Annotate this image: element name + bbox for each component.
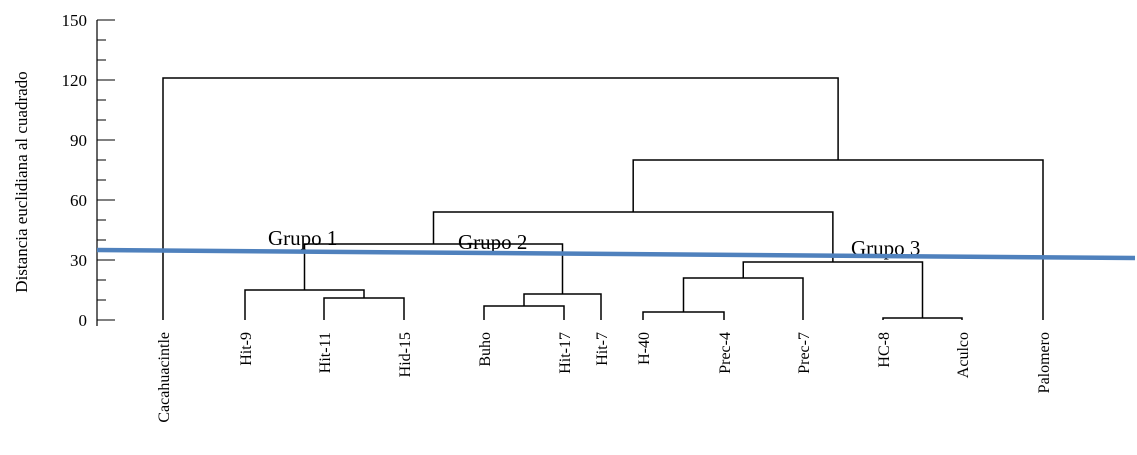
merge-link-n11 [632, 159, 1044, 320]
merge-link-n2 [244, 289, 365, 320]
leaf-label: Hit-17 [557, 332, 574, 374]
leaf-label: H-40 [636, 332, 653, 365]
y-tick-label: 150 [62, 11, 88, 30]
leaf-label: Prec-4 [717, 332, 734, 374]
y-axis: 0 30 60 90 120 150 [62, 11, 115, 330]
merge-link-n1 [323, 297, 405, 320]
merge-link-n4 [523, 293, 602, 320]
merge-link-n8 [882, 317, 963, 320]
group-label: Grupo 2 [458, 230, 527, 254]
group-label: Grupo 1 [268, 226, 337, 250]
dendrogram-tree [162, 77, 1044, 320]
leaf-label: Hid-15 [397, 332, 414, 377]
leaf-label: HC-8 [876, 332, 893, 368]
leaf-label: Prec-7 [796, 332, 813, 374]
y-tick-label: 120 [62, 71, 88, 90]
y-tick-label: 60 [70, 191, 87, 210]
leaf-label: Hit-11 [317, 332, 334, 373]
leaf-label: Hit-9 [238, 332, 255, 366]
y-tick-label: 90 [70, 131, 87, 150]
y-axis-label: Distancia euclidiana al cuadrado [12, 71, 31, 292]
leaf-label: Aculco [955, 332, 972, 378]
merge-link-n9 [742, 261, 924, 318]
cut-line [96, 247, 1136, 261]
merge-link-n6 [642, 311, 725, 320]
leaf-label: Cacahuacintle [156, 332, 173, 423]
merge-link-n12 [162, 77, 839, 320]
cut-line-layer [96, 247, 1136, 261]
leaf-label: Hit-7 [594, 332, 611, 366]
y-tick-label: 0 [79, 311, 88, 330]
merge-link-n7 [682, 277, 804, 320]
y-tick-label: 30 [70, 251, 87, 270]
group-labels: Grupo 1 Grupo 2 Grupo 3 [268, 226, 920, 260]
leaf-label: Buho [477, 332, 494, 367]
leaf-label: Palomero [1036, 332, 1053, 393]
leaf-labels: Cacahuacintle Hit-9 Hit-11 Hid-15 Buho Hit-17… [156, 332, 1053, 423]
merge-link-n3 [483, 305, 565, 320]
